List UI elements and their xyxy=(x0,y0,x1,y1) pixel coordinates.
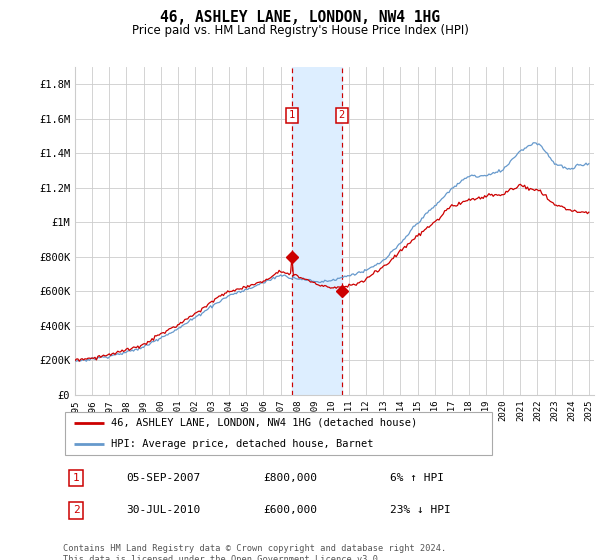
Text: 46, ASHLEY LANE, LONDON, NW4 1HG (detached house): 46, ASHLEY LANE, LONDON, NW4 1HG (detach… xyxy=(110,418,417,428)
Bar xyxy=(292,67,342,395)
Text: Contains HM Land Registry data © Crown copyright and database right 2024.
This d: Contains HM Land Registry data © Crown c… xyxy=(63,544,446,560)
Text: £800,000: £800,000 xyxy=(263,473,317,483)
Text: HPI: Average price, detached house, Barnet: HPI: Average price, detached house, Barn… xyxy=(110,439,373,449)
Text: 2: 2 xyxy=(73,505,80,515)
Text: 46, ASHLEY LANE, LONDON, NW4 1HG: 46, ASHLEY LANE, LONDON, NW4 1HG xyxy=(160,10,440,25)
Text: 05-SEP-2007: 05-SEP-2007 xyxy=(127,473,200,483)
Text: 6% ↑ HPI: 6% ↑ HPI xyxy=(391,473,445,483)
Text: 1: 1 xyxy=(289,110,295,120)
Text: 1: 1 xyxy=(73,473,80,483)
FancyBboxPatch shape xyxy=(65,412,492,455)
Text: Price paid vs. HM Land Registry's House Price Index (HPI): Price paid vs. HM Land Registry's House … xyxy=(131,24,469,37)
Text: 23% ↓ HPI: 23% ↓ HPI xyxy=(391,505,451,515)
Text: £600,000: £600,000 xyxy=(263,505,317,515)
Text: 2: 2 xyxy=(339,110,345,120)
Text: 30-JUL-2010: 30-JUL-2010 xyxy=(127,505,200,515)
